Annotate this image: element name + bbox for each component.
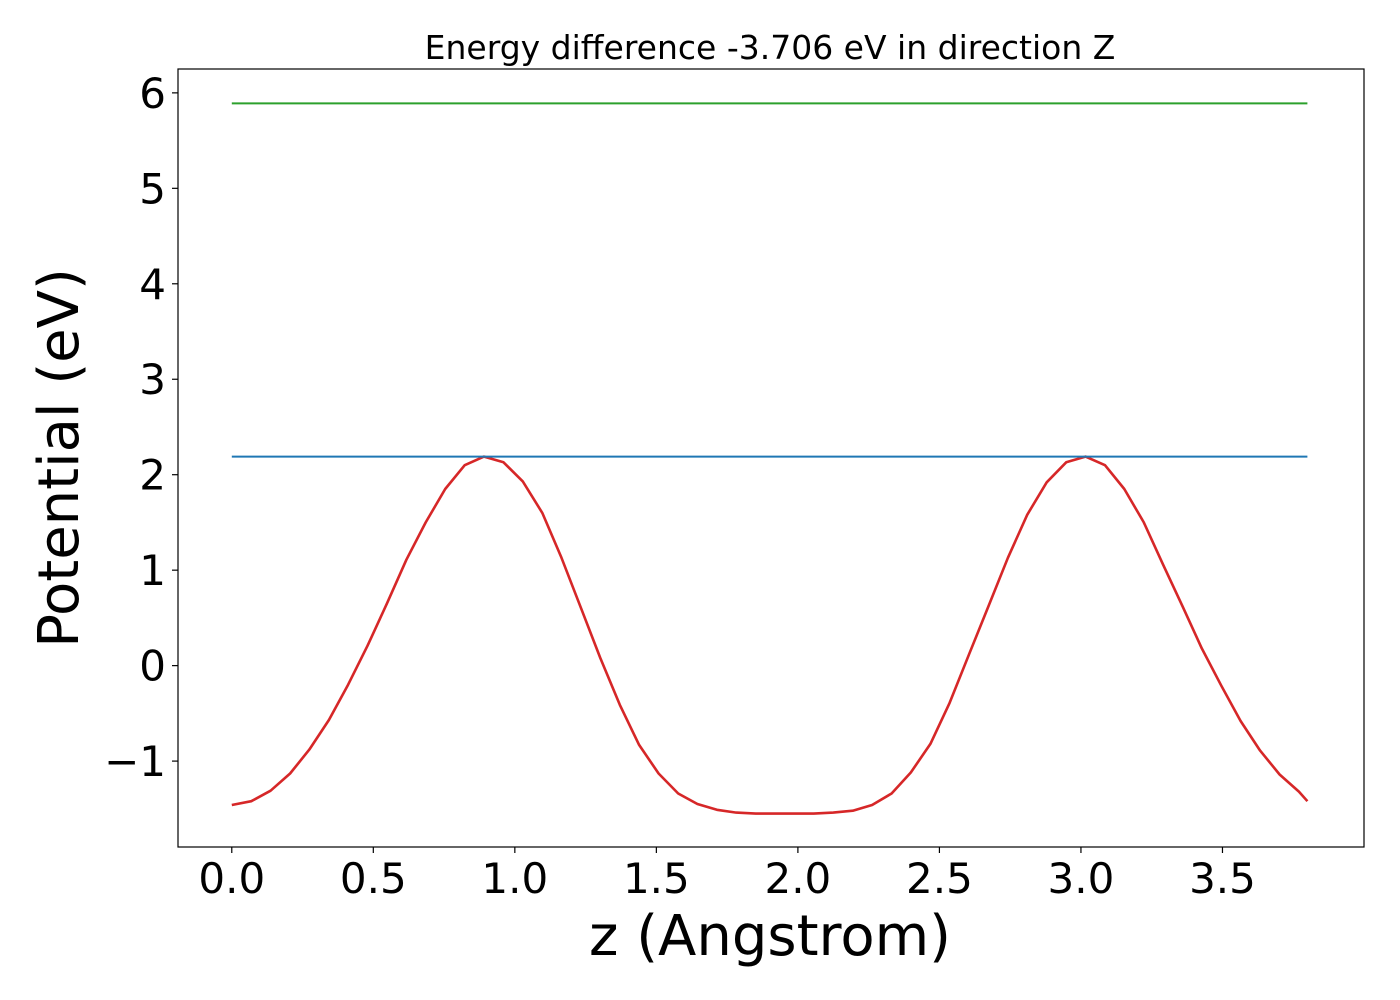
axes-frame: [177, 68, 1365, 848]
y-tick-label: 0: [139, 642, 166, 691]
x-tick-label: 0.0: [198, 854, 265, 903]
y-tick-label: 6: [139, 69, 166, 118]
y-tick-label: 5: [139, 164, 166, 213]
x-tick-label: 1.5: [623, 854, 690, 903]
series-layer: [231, 102, 1309, 815]
y-tick-label: 1: [139, 546, 166, 595]
y-tick-label: −1: [104, 737, 166, 786]
y-axis-ticks: −1 0 1 2 3 4 5 6: [104, 69, 178, 786]
x-tick-label: 3.5: [1189, 854, 1256, 903]
plot-area: [177, 68, 1365, 848]
x-axis-label: z (Angstrom): [589, 904, 951, 969]
x-tick-label: 1.0: [481, 854, 548, 903]
x-tick-label: 0.5: [340, 854, 407, 903]
y-tick-label: 3: [139, 355, 166, 404]
x-tick-label: 2.5: [906, 854, 973, 903]
y-tick-label: 4: [139, 260, 166, 309]
x-tick-label: 2.0: [764, 854, 831, 903]
series-line-1: [231, 455, 1309, 815]
chart-title: Energy difference -3.706 eV in direction…: [425, 28, 1116, 67]
x-tick-label: 3.0: [1048, 854, 1115, 903]
x-axis-ticks: 0.0 0.5 1.0 1.5 2.0 2.5 3.0 3.5: [198, 847, 1256, 903]
y-axis-label: Potential (eV): [27, 268, 92, 648]
y-tick-label: 2: [139, 451, 166, 500]
